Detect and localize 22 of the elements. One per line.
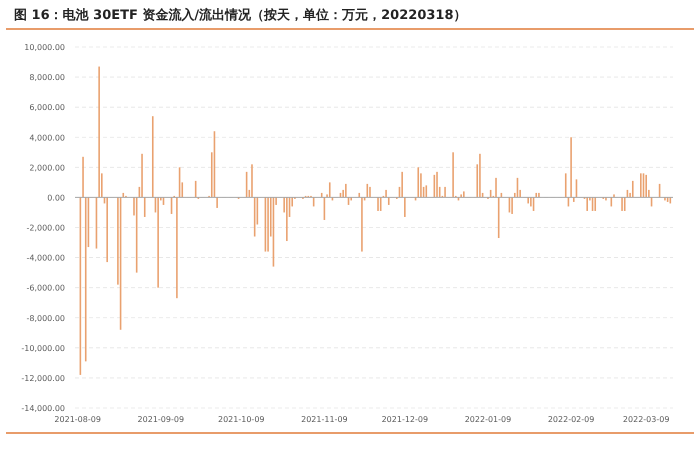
y-tick-label: -12,000.00 — [21, 374, 65, 383]
y-tick-label: -6,000.00 — [26, 284, 65, 293]
y-tick-label: -10,000.00 — [21, 344, 65, 353]
x-tick-label: 2021-08-09 — [54, 415, 101, 424]
x-tick-label: 2022-02-09 — [548, 415, 594, 424]
y-tick-label: 10,000.00 — [24, 43, 65, 52]
y-tick-label: 0.00 — [47, 193, 65, 202]
x-tick-label: 2021-11-09 — [301, 415, 348, 424]
x-tick-label: 2022-01-09 — [464, 415, 512, 424]
y-tick-label: -2,000.00 — [26, 224, 65, 232]
y-tick-label: -8,000.00 — [26, 314, 65, 323]
y-tick-label: 4,000.00 — [29, 133, 65, 142]
x-tick-label: 2021-12-09 — [382, 415, 428, 424]
y-tick-label: 6,000.00 — [29, 103, 65, 112]
x-tick-label: 2022-03-09 — [622, 415, 670, 424]
x-tick-label: 2021-10-09 — [218, 415, 265, 424]
y-tick-label: -4,000.00 — [26, 254, 65, 263]
chart-title: 图 16：电池 30ETF 资金流入/流出情况（按天，单位：万元，20220318） — [14, 7, 466, 23]
x-tick-label: 2021-09-09 — [138, 415, 184, 424]
y-tick-label: 2,000.00 — [29, 163, 65, 172]
y-tick-label: -14,000.00 — [21, 404, 65, 413]
y-tick-label: 8,000.00 — [29, 73, 65, 82]
